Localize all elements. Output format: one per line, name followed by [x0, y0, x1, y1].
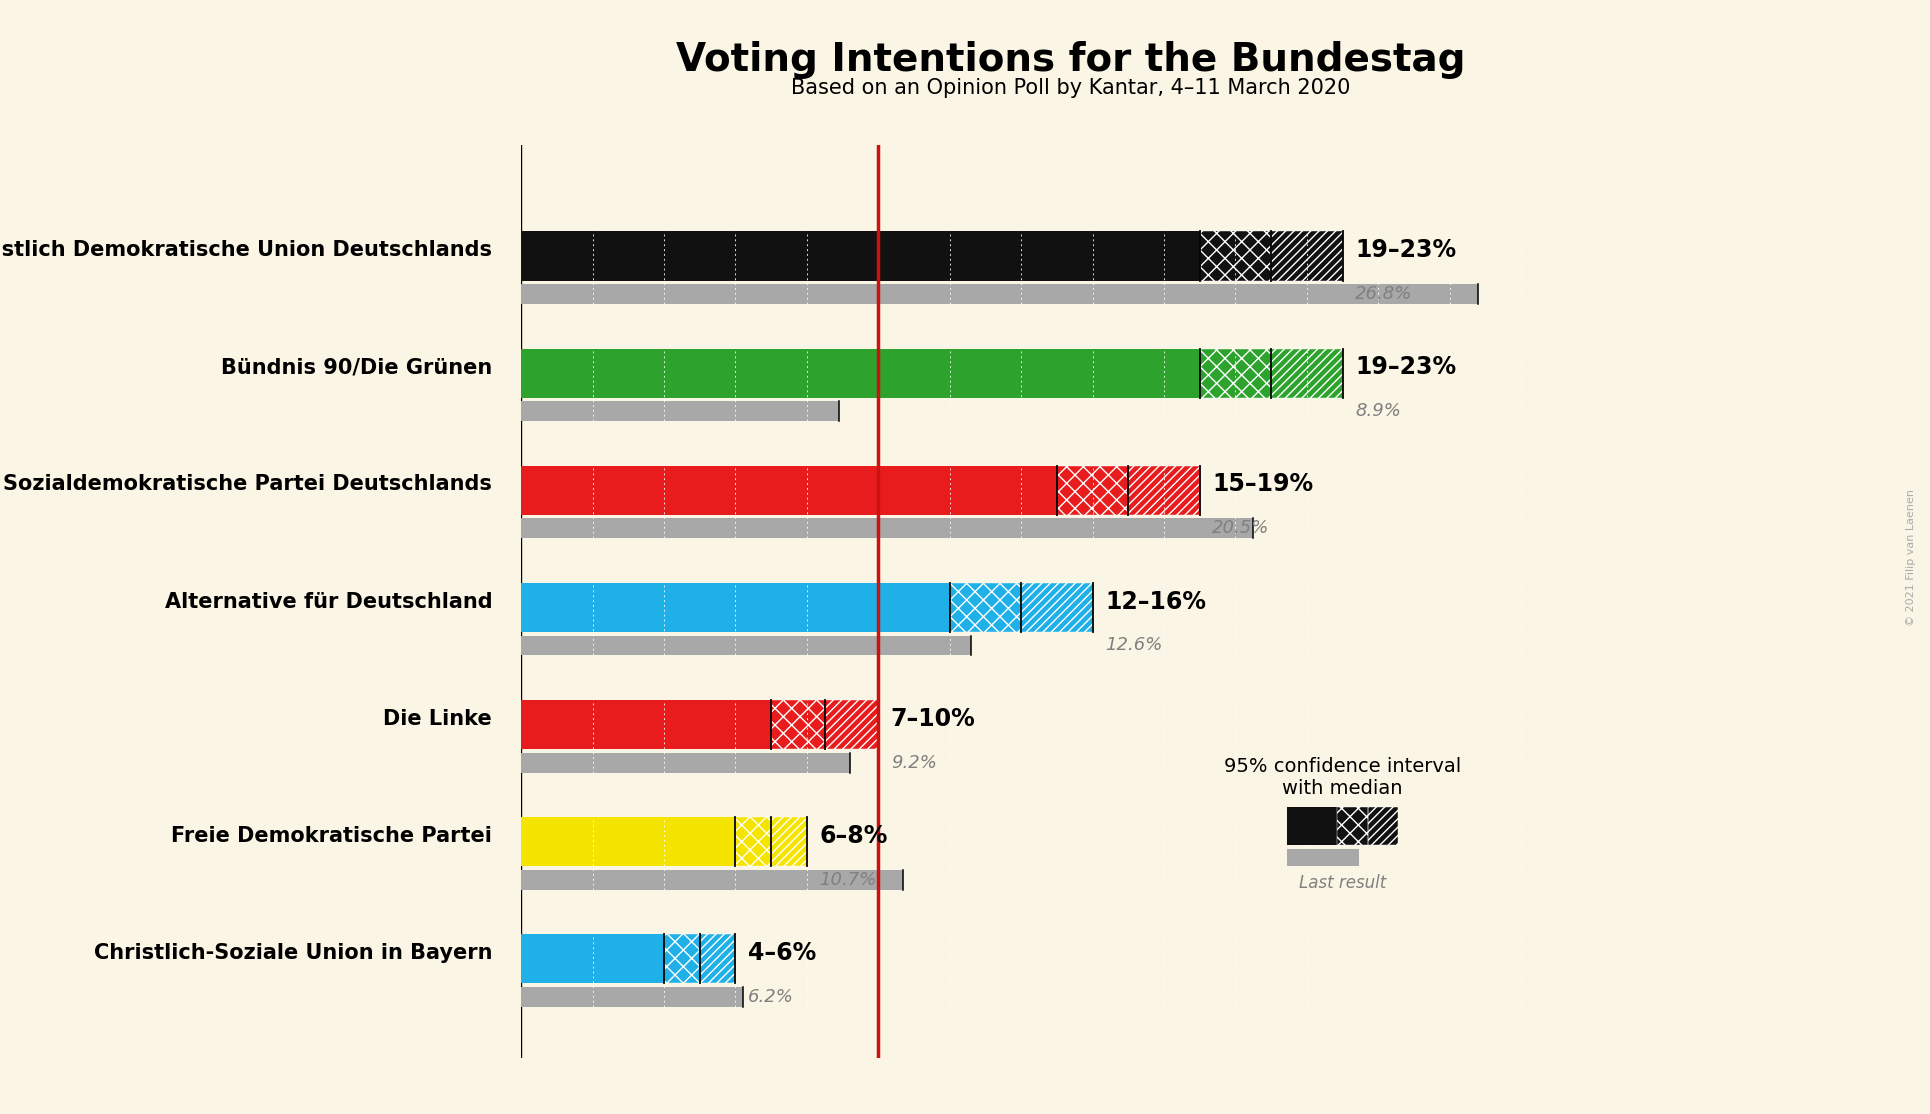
Bar: [772, 700, 824, 749]
Text: Alternative für Deutschland: Alternative für Deutschland: [164, 592, 492, 612]
Bar: [824, 700, 878, 749]
Bar: [521, 817, 735, 867]
Text: Last result: Last result: [1299, 873, 1386, 892]
Bar: [1272, 232, 1343, 281]
Bar: [1021, 583, 1092, 632]
Bar: [521, 284, 1478, 304]
Bar: [521, 232, 1200, 281]
Text: Sozialdemokratische Partei Deutschlands: Sozialdemokratische Partei Deutschlands: [4, 475, 492, 495]
Text: 9.2%: 9.2%: [892, 753, 936, 772]
Bar: [1337, 807, 1368, 846]
Bar: [1200, 349, 1272, 398]
Bar: [664, 935, 701, 984]
Text: 10.7%: 10.7%: [820, 871, 876, 889]
Bar: [824, 700, 878, 749]
Text: 19–23%: 19–23%: [1355, 238, 1457, 262]
Text: 6.2%: 6.2%: [749, 988, 793, 1006]
Bar: [521, 635, 971, 655]
Bar: [950, 583, 1021, 632]
Bar: [1021, 583, 1092, 632]
Text: Voting Intentions for the Bundestag: Voting Intentions for the Bundestag: [676, 41, 1467, 79]
Text: 15–19%: 15–19%: [1212, 472, 1314, 497]
Bar: [1337, 807, 1368, 846]
Bar: [1368, 807, 1397, 846]
Bar: [1058, 466, 1129, 515]
Text: Bündnis 90/Die Grünen: Bündnis 90/Die Grünen: [220, 358, 492, 378]
Bar: [1272, 232, 1343, 281]
Text: 6–8%: 6–8%: [820, 823, 888, 848]
Bar: [772, 700, 824, 749]
Bar: [521, 987, 743, 1007]
Text: 8.9%: 8.9%: [1355, 402, 1401, 420]
Bar: [701, 935, 735, 984]
Bar: [1200, 232, 1272, 281]
Bar: [521, 753, 849, 772]
Bar: [1272, 349, 1343, 398]
Bar: [521, 466, 1058, 515]
Text: 12–16%: 12–16%: [1106, 589, 1206, 614]
Text: Christlich-Soziale Union in Bayern: Christlich-Soziale Union in Bayern: [95, 942, 492, 962]
Text: Die Linke: Die Linke: [384, 709, 492, 729]
Text: 7–10%: 7–10%: [892, 706, 975, 731]
Text: © 2021 Filip van Laenen: © 2021 Filip van Laenen: [1905, 489, 1916, 625]
Text: 12.6%: 12.6%: [1106, 636, 1162, 655]
Bar: [1272, 349, 1343, 398]
Bar: [521, 700, 772, 749]
Bar: [1200, 349, 1272, 398]
Bar: [664, 935, 701, 984]
Text: Freie Demokratische Partei: Freie Demokratische Partei: [172, 825, 492, 846]
Bar: [1287, 807, 1337, 846]
Bar: [1368, 807, 1397, 846]
Text: Christlich Demokratische Union Deutschlands: Christlich Demokratische Union Deutschla…: [0, 241, 492, 261]
Bar: [772, 817, 807, 867]
Text: 20.5%: 20.5%: [1212, 519, 1270, 537]
Text: 19–23%: 19–23%: [1355, 355, 1457, 379]
Bar: [950, 583, 1021, 632]
Text: Based on an Opinion Poll by Kantar, 4–11 March 2020: Based on an Opinion Poll by Kantar, 4–11…: [791, 78, 1351, 98]
Bar: [1287, 849, 1359, 866]
Bar: [521, 349, 1200, 398]
Bar: [772, 817, 807, 867]
Bar: [521, 518, 1253, 538]
Bar: [1129, 466, 1200, 515]
Text: 4–6%: 4–6%: [749, 941, 816, 965]
Bar: [735, 817, 772, 867]
Text: 95% confidence interval
with median: 95% confidence interval with median: [1224, 758, 1461, 799]
Bar: [521, 935, 664, 984]
Bar: [521, 401, 840, 421]
Bar: [701, 935, 735, 984]
Bar: [521, 870, 903, 890]
Bar: [1129, 466, 1200, 515]
Text: 26.8%: 26.8%: [1355, 285, 1413, 303]
Bar: [735, 817, 772, 867]
Bar: [1058, 466, 1129, 515]
Bar: [1200, 232, 1272, 281]
Bar: [521, 583, 950, 632]
